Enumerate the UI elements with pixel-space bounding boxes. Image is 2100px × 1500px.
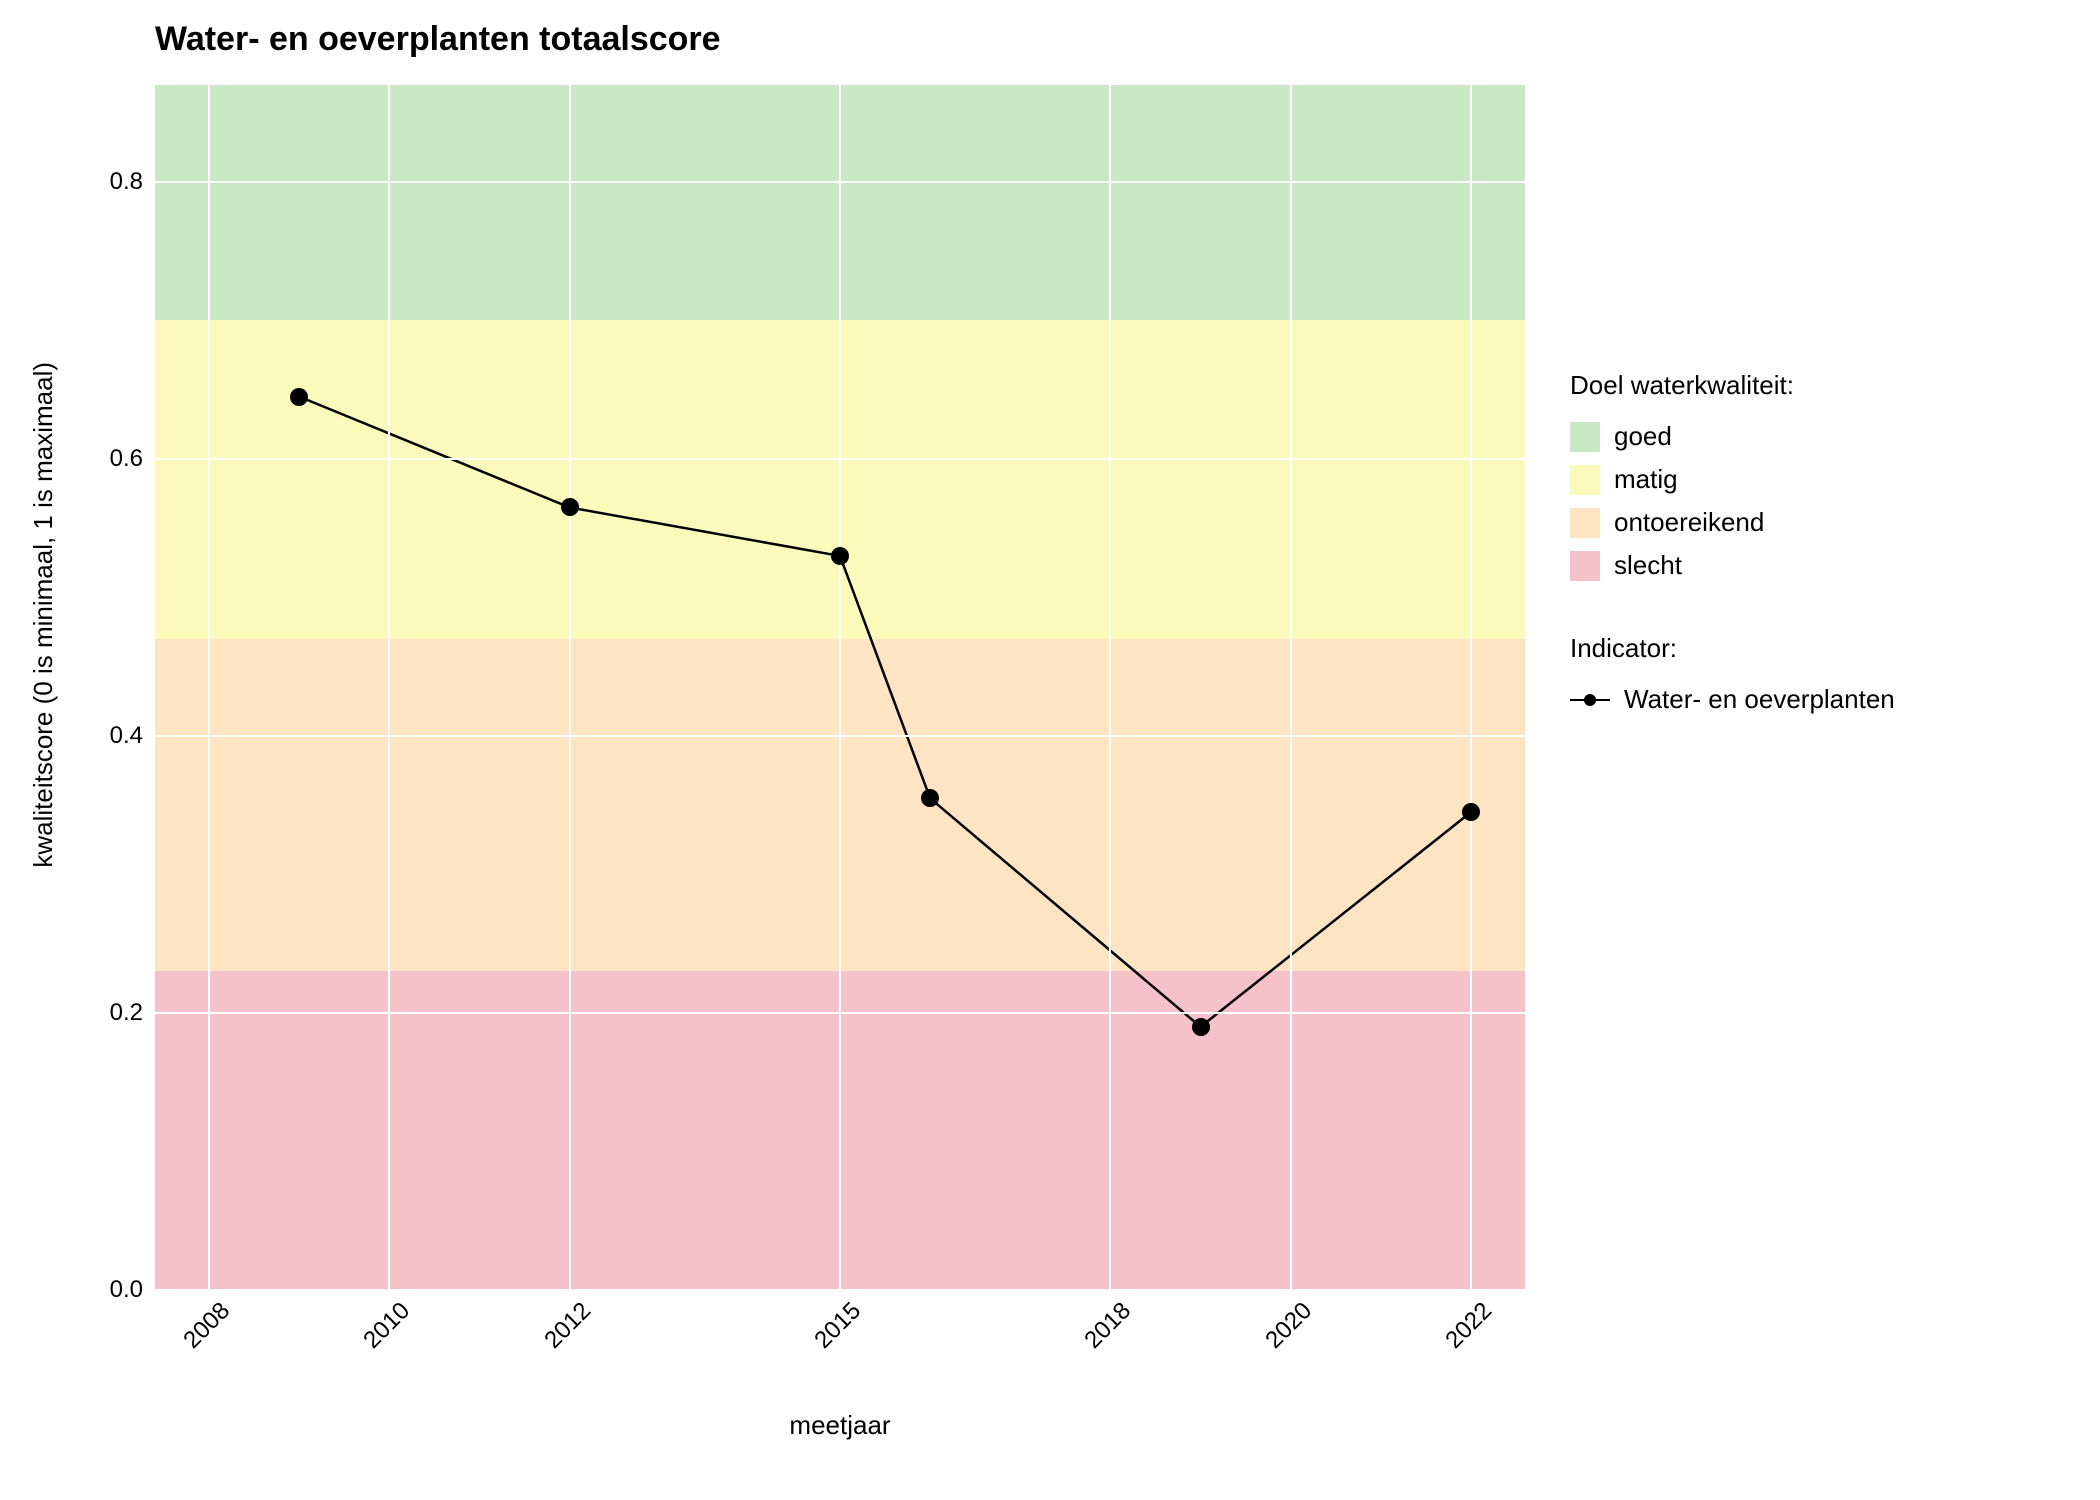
legend-swatch: [1570, 422, 1600, 452]
gridline-x: [1290, 85, 1292, 1290]
x-tick-label: 2012: [532, 1290, 597, 1355]
legend-band-label: goed: [1614, 421, 1672, 452]
legend-indicator-row: Water- en oeverplanten: [1570, 684, 1895, 715]
x-tick-label: 2008: [171, 1290, 236, 1355]
y-axis-label: kwaliteitscore (0 is minimaal, 1 is maxi…: [28, 85, 59, 1145]
legend-band-row: matig: [1570, 464, 1895, 495]
x-tick-label: 2010: [352, 1290, 417, 1355]
x-tick-label: 2020: [1253, 1290, 1318, 1355]
gridline-x: [388, 85, 390, 1290]
data-point: [921, 789, 939, 807]
y-tick-label: 0.4: [110, 722, 155, 750]
legend-band-label: ontoereikend: [1614, 507, 1764, 538]
data-point: [831, 547, 849, 565]
plot-area: 0.00.20.40.60.82008201020122015201820202…: [155, 85, 1525, 1290]
legend-bands-list: goed matig ontoereikend slecht: [1570, 421, 1895, 581]
chart-container: Water- en oeverplanten totaalscore kwali…: [0, 0, 2100, 1500]
y-tick-label: 0.2: [110, 999, 155, 1027]
legend-band-row: goed: [1570, 421, 1895, 452]
data-point: [1462, 803, 1480, 821]
legend-indicator-title: Indicator:: [1570, 633, 1895, 664]
legend-band-label: matig: [1614, 464, 1678, 495]
gridline-x: [569, 85, 571, 1290]
legend-band-row: ontoereikend: [1570, 507, 1895, 538]
legend-bands-title: Doel waterkwaliteit:: [1570, 370, 1895, 401]
legend-swatch: [1570, 508, 1600, 538]
legend-indicator-label: Water- en oeverplanten: [1624, 684, 1895, 715]
legend-band-label: slecht: [1614, 550, 1682, 581]
data-point: [290, 388, 308, 406]
x-tick-label: 2015: [802, 1290, 867, 1355]
series-path: [299, 397, 1471, 1027]
y-tick-label: 0.8: [110, 168, 155, 196]
x-tick-label: 2022: [1433, 1290, 1498, 1355]
chart-title: Water- en oeverplanten totaalscore: [155, 20, 721, 59]
gridline-x: [1109, 85, 1111, 1290]
gridline-x: [839, 85, 841, 1290]
x-axis-label: meetjaar: [155, 1410, 1525, 1441]
x-tick-label: 2018: [1073, 1290, 1138, 1355]
data-point: [1192, 1018, 1210, 1036]
legend-swatch: [1570, 465, 1600, 495]
legend-indicator-swatch: [1570, 685, 1610, 715]
legend-swatch: [1570, 551, 1600, 581]
data-point: [561, 498, 579, 516]
gridline-x: [1470, 85, 1472, 1290]
y-tick-label: 0.0: [110, 1276, 155, 1304]
legend-band-row: slecht: [1570, 550, 1895, 581]
gridline-x: [208, 85, 210, 1290]
y-tick-label: 0.6: [110, 445, 155, 473]
legend: Doel waterkwaliteit: goed matig ontoereike…: [1570, 370, 1895, 727]
